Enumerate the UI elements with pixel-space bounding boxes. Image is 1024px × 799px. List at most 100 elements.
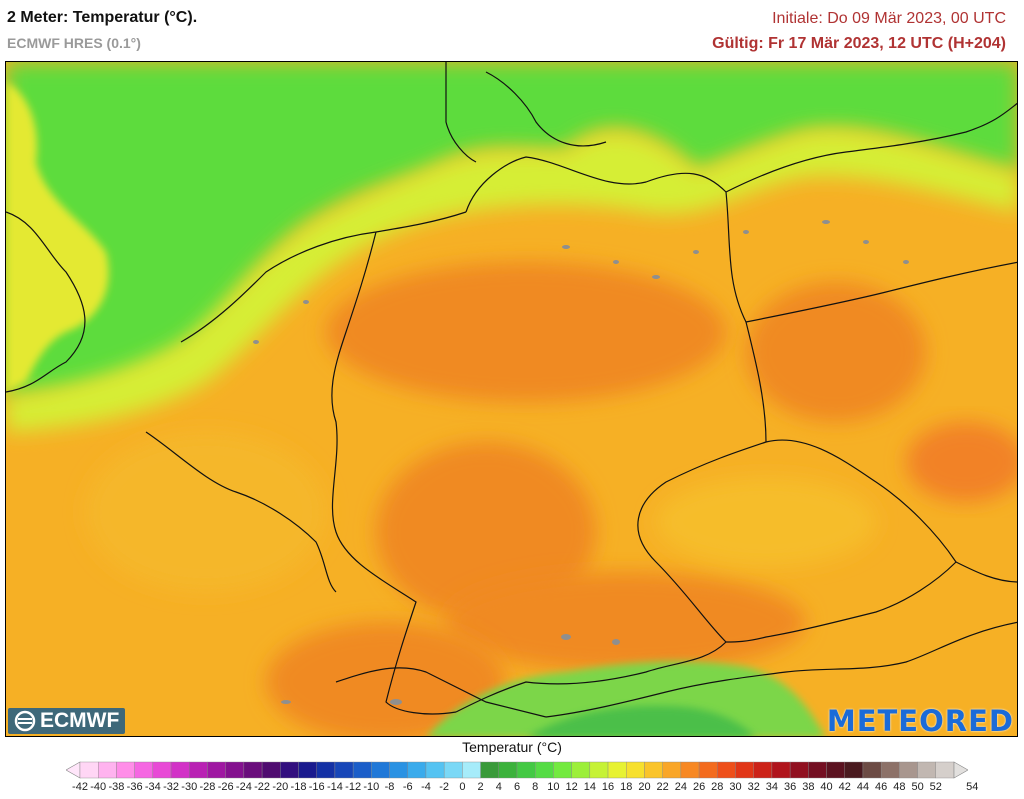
legend-swatch xyxy=(134,761,154,779)
legend-swatch xyxy=(516,761,536,779)
border-benelux-coast xyxy=(180,211,467,343)
legend-tick-label: -18 xyxy=(290,781,307,793)
legend-tick-label: 32 xyxy=(747,781,760,793)
legend-swatch xyxy=(389,761,408,779)
legend-swatch xyxy=(152,761,172,779)
lake-13 xyxy=(303,300,309,304)
hot-core-south xyxy=(446,572,806,672)
lake-8 xyxy=(903,260,909,264)
legend-tick-label: 0 xyxy=(459,781,466,793)
legend-color-bar xyxy=(66,761,968,779)
legend-swatch xyxy=(717,761,736,779)
legend-swatch xyxy=(261,761,281,779)
legend-swatch xyxy=(462,761,481,779)
model-label: ECMWF HRES (0.1°) xyxy=(7,35,141,51)
legend-tick-label: 48 xyxy=(893,781,906,793)
lake-5 xyxy=(743,230,749,234)
legend-swatch xyxy=(243,761,263,779)
legend-tick-label: -8 xyxy=(384,781,395,793)
legend-tick-label: -38 xyxy=(108,781,125,793)
legend-tick-label: 28 xyxy=(711,781,724,793)
legend-swatch xyxy=(170,761,190,779)
legend-swatch xyxy=(899,761,918,779)
legend-swatch xyxy=(844,761,864,779)
legend-tick-label: 16 xyxy=(601,781,615,793)
border-poland xyxy=(745,261,1017,323)
legend-swatch xyxy=(535,761,554,779)
border-germany-west xyxy=(331,231,457,715)
lake-11 xyxy=(390,699,402,705)
border-switzerland xyxy=(335,667,547,718)
england-land xyxy=(6,82,109,392)
legend-tick-label: 6 xyxy=(513,781,521,793)
legend-swatch xyxy=(698,761,718,779)
legend-tick-label: 14 xyxy=(583,781,596,793)
lake-2 xyxy=(613,260,619,264)
legend-swatch xyxy=(498,761,518,779)
legend-swatch xyxy=(880,761,900,779)
legend-swatch xyxy=(480,761,499,779)
legend-tick-label: -42 xyxy=(72,781,88,793)
legend-tick-label: 44 xyxy=(856,781,870,793)
legend-tick-label: 42 xyxy=(838,781,851,793)
border-germany-north xyxy=(465,156,727,213)
legend-tick-label: 10 xyxy=(547,781,560,793)
legend-swatch xyxy=(607,761,627,779)
border-belgium-france xyxy=(145,431,337,593)
legend-tick-label: 40 xyxy=(820,781,833,793)
coast-yellow-band xyxy=(6,130,1017,432)
legend-tick-label: 50 xyxy=(911,781,924,793)
legend-swatch xyxy=(935,761,955,779)
legend-tick-label: 26 xyxy=(692,781,706,793)
hot-core-central xyxy=(376,442,596,622)
hot-core-southwest xyxy=(266,622,506,736)
legend-swatch xyxy=(225,761,245,779)
init-time: Initiale: Do 09 Mär 2023, 00 UTC xyxy=(772,10,1006,27)
legend-swatch xyxy=(771,761,791,779)
lake-4 xyxy=(693,250,699,254)
north-sea-zone xyxy=(6,62,1017,397)
legend-tick-label: 34 xyxy=(765,781,779,793)
legend-swatch xyxy=(352,761,372,779)
border-austria xyxy=(545,621,1017,718)
legend-tick-label: -32 xyxy=(163,781,179,793)
legend-swatch xyxy=(589,761,609,779)
legend-tick-label: -36 xyxy=(126,781,143,793)
legend-swatch xyxy=(789,761,809,779)
legend-swatch xyxy=(553,761,572,779)
ecmwf-logo: ECMWF xyxy=(8,708,126,734)
lake-1 xyxy=(562,245,570,249)
legend-tick-label: -6 xyxy=(402,781,413,793)
legend-swatch xyxy=(443,761,463,779)
legend-swatch xyxy=(79,761,99,779)
legend-swatch xyxy=(571,761,591,779)
legend-swatch xyxy=(826,761,845,779)
legend-tick-label: 20 xyxy=(638,781,651,793)
legend-tick-label: -2 xyxy=(439,781,450,793)
border-denmark xyxy=(445,62,607,163)
hot-core-east xyxy=(746,282,926,422)
lake-3 xyxy=(652,275,660,279)
legend-tick-label: 24 xyxy=(674,781,687,793)
legend-under-arrow xyxy=(66,761,81,779)
legend-swatch xyxy=(280,761,299,779)
legend-swatch xyxy=(407,761,427,779)
legend-swatch xyxy=(735,761,754,779)
legend-tick-label: -34 xyxy=(144,781,161,793)
legend-tick-label: -26 xyxy=(217,781,234,793)
map-canvas xyxy=(6,62,1017,736)
legend-swatch xyxy=(680,761,700,779)
legend-swatch xyxy=(334,761,354,779)
legend-swatch xyxy=(298,761,317,779)
border-czech xyxy=(725,439,957,643)
legend-swatch xyxy=(98,761,117,779)
border-slovakia xyxy=(955,561,1017,583)
lake-12 xyxy=(281,700,291,704)
legend-tick-label: 18 xyxy=(620,781,633,793)
border-coastline-west xyxy=(6,211,86,393)
legend-tick-label: -30 xyxy=(181,781,198,793)
legend-tick-label: 4 xyxy=(495,781,502,793)
legend-swatch xyxy=(644,761,663,779)
lakes xyxy=(253,220,909,705)
temperature-map[interactable] xyxy=(5,61,1018,737)
